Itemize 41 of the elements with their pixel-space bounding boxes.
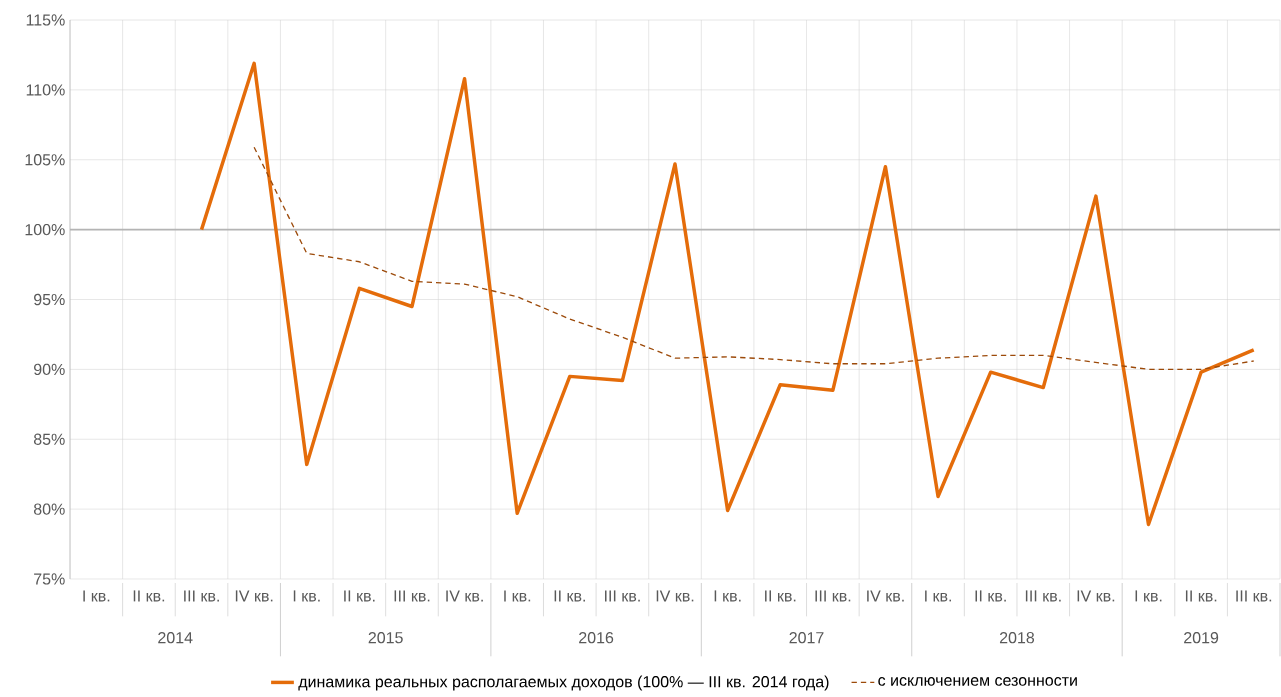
- text: 2018: [999, 632, 1035, 644]
- line-series: [199, 61, 1256, 527]
- y-tick-label: 100%: [25, 223, 65, 236]
- y-tick-label: 115%: [26, 14, 65, 26]
- x-tick-label: I кв.: [83, 590, 110, 602]
- y-tick-label: 95%: [34, 293, 65, 306]
- y-tick-label: 85%: [33, 433, 65, 445]
- x-tick-label: IV кв.: [235, 590, 273, 602]
- x-tick-label: III кв.: [605, 590, 640, 602]
- legend-label: динамика реальных располагаемых доходов (100% — III кв. 2014 года): [298, 675, 829, 691]
- x-tick-label: III кв.: [394, 590, 430, 602]
- x-tick-label: II кв.: [133, 590, 165, 602]
- text: 2014: [158, 632, 193, 644]
- x-tick-label: III кв.: [1025, 590, 1061, 602]
- x-tick-label: II кв.: [554, 590, 585, 602]
- text: 2017: [789, 632, 824, 644]
- x-tick-label: I кв.: [293, 590, 320, 602]
- x-tick-label: IV кв.: [1077, 590, 1115, 602]
- x-tick-label: I кв.: [925, 590, 952, 602]
- x-tick-label: II кв.: [1185, 590, 1217, 602]
- x-tick-label: II кв.: [975, 590, 1006, 602]
- text: 2019: [1184, 632, 1219, 644]
- x-tick-label: II кв.: [344, 590, 375, 602]
- y-tick-label: 90%: [34, 363, 65, 376]
- x-tick-label: I кв.: [714, 590, 741, 602]
- x-tick-label: II кв.: [765, 590, 796, 602]
- text: 2015: [368, 632, 403, 644]
- y-tick-label: 110%: [26, 84, 65, 96]
- x-tick-label: I кв.: [504, 590, 531, 602]
- x-tick-label: III кв.: [1236, 590, 1272, 602]
- text: 2016: [579, 632, 614, 644]
- y-tick-label: 75%: [34, 573, 65, 585]
- x-tick-label: IV кв.: [446, 590, 483, 602]
- x-tick-label: III кв.: [815, 590, 851, 602]
- x-tick-label: III кв.: [184, 590, 219, 602]
- x-tick-label: IV кв.: [656, 590, 694, 602]
- x-tick-label: IV кв.: [867, 590, 904, 602]
- y-tick-label: 80%: [33, 503, 65, 515]
- x-tick-label: I кв.: [1135, 590, 1162, 602]
- legend-label: с исключением сезонности: [878, 677, 1077, 686]
- y-tick-label: 105%: [25, 154, 65, 166]
